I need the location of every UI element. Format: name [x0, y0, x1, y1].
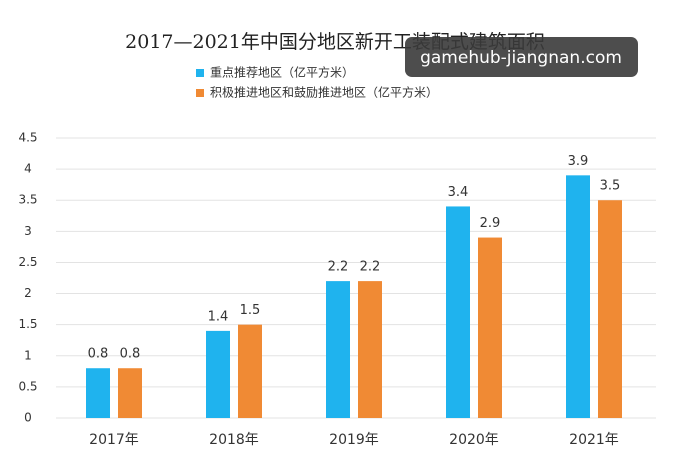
data-label: 2.2	[328, 260, 349, 275]
data-label: 1.4	[208, 309, 229, 324]
legend-swatch	[196, 89, 204, 97]
legend-swatch	[196, 69, 204, 77]
bar	[478, 237, 502, 418]
data-label: 2.9	[480, 216, 501, 231]
bar	[598, 200, 622, 418]
y-tick-label: 2.5	[18, 255, 37, 269]
watermark: gamehub-jiangnan.com	[420, 48, 622, 68]
bar	[358, 281, 382, 418]
legend-label: 重点推荐地区（亿平方米）	[210, 65, 354, 80]
y-tick-label: 1	[24, 348, 32, 362]
x-tick-label: 2018年	[209, 432, 259, 448]
y-tick-label: 4	[24, 162, 32, 176]
x-tick-label: 2017年	[89, 432, 139, 448]
bar	[238, 324, 262, 418]
y-tick-label: 0.5	[18, 379, 37, 393]
x-tick-label: 2021年	[569, 432, 619, 448]
x-tick-label: 2020年	[449, 432, 499, 448]
data-label: 3.5	[600, 179, 621, 194]
data-label: 3.9	[568, 154, 589, 169]
data-label: 2.2	[360, 260, 381, 275]
y-tick-label: 3	[24, 224, 32, 238]
data-label: 3.4	[448, 185, 469, 200]
x-tick-label: 2019年	[329, 432, 379, 448]
data-label: 0.8	[120, 347, 141, 362]
y-tick-label: 1.5	[18, 317, 37, 331]
watermark-box	[405, 37, 638, 77]
bar	[566, 175, 590, 418]
bar	[86, 368, 110, 418]
bar	[206, 330, 230, 418]
y-tick-label: 3.5	[18, 193, 37, 207]
y-tick-label: 0	[24, 411, 32, 425]
data-label: 0.8	[88, 347, 109, 362]
bar	[446, 206, 470, 418]
bar	[326, 281, 350, 418]
data-label: 1.5	[240, 303, 261, 318]
y-tick-label: 2	[24, 286, 32, 300]
bar	[118, 368, 142, 418]
legend-label: 积极推进地区和鼓励推进地区（亿平方米）	[210, 85, 438, 100]
y-tick-label: 4.5	[18, 131, 37, 145]
